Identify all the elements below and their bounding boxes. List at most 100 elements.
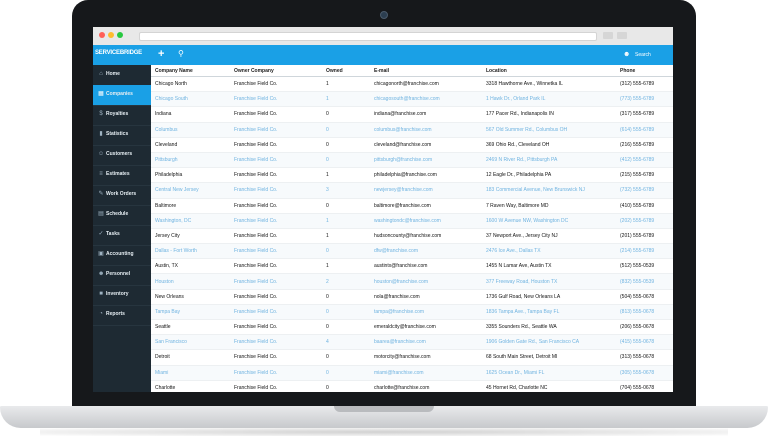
sidebar-item-statistics[interactable]: ▮ Statistics bbox=[93, 125, 151, 146]
table-cell: 0 bbox=[322, 304, 370, 321]
users-icon: ☻ bbox=[623, 51, 631, 58]
maximize-window-icon[interactable] bbox=[117, 32, 123, 38]
close-window-icon[interactable] bbox=[99, 32, 105, 38]
browser-tool-icon[interactable] bbox=[603, 32, 613, 39]
table-cell: (704) 555-0678 bbox=[616, 380, 673, 392]
sidebar-item-schedule[interactable]: ▤ Schedule bbox=[93, 205, 151, 226]
table-cell: (214) 555-6789 bbox=[616, 243, 673, 260]
table-cell: Franchise Field Co. bbox=[230, 258, 322, 275]
table-cell: Franchise Field Co. bbox=[230, 273, 322, 290]
table-cell: (732) 555-6789 bbox=[616, 182, 673, 199]
table-cell: dfw@franchise.com bbox=[370, 243, 482, 260]
table-row[interactable]: Central New Jersey Franchise Field Co. 3 ne… bbox=[151, 182, 673, 199]
table-row[interactable]: Washington, DC Franchise Field Co. 1 washin… bbox=[151, 213, 673, 229]
sidebar-item-label: Inventory bbox=[106, 291, 129, 297]
table-cell: Franchise Field Co. bbox=[230, 198, 322, 214]
table-cell: 377 Freeway Road, Houston TX bbox=[482, 273, 616, 290]
table-header-row: Company Name Owner Company Owned E-mail Loca… bbox=[151, 65, 673, 77]
table-cell: (305) 555-0678 bbox=[616, 365, 673, 381]
table-row[interactable]: Seattle Franchise Field Co. 0 emeraldcity@f… bbox=[151, 319, 673, 336]
browser-tool-icon[interactable] bbox=[617, 32, 627, 39]
table-row[interactable]: Detroit Franchise Field Co. 0 motorcity@fra… bbox=[151, 349, 673, 366]
table-cell: miami@franchise.com bbox=[370, 365, 482, 381]
sidebar-item-royalties[interactable]: $ Royalties bbox=[93, 105, 151, 126]
sidebar-item-inventory[interactable]: ■ Inventory bbox=[93, 285, 151, 306]
sidebar-item-companies[interactable]: ▦ Companies bbox=[93, 85, 151, 106]
table-cell: 567 Old Summer Rd., Columbus OH bbox=[482, 122, 616, 138]
sidebar-item-home[interactable]: ⌂ Home bbox=[93, 65, 151, 86]
column-header[interactable]: Phone bbox=[616, 65, 673, 77]
table-row[interactable]: New Orleans Franchise Field Co. 0 nola@fran… bbox=[151, 289, 673, 305]
table-row[interactable]: Chicago South Franchise Field Co. 1 chicago… bbox=[151, 91, 673, 108]
sidebar-item-accounting[interactable]: ▣ Accounting bbox=[93, 245, 151, 266]
report-icon: ◔ bbox=[99, 311, 103, 317]
table-cell: baarea@franchise.com bbox=[370, 334, 482, 351]
add-icon[interactable]: + bbox=[158, 48, 165, 60]
table-cell: 1 bbox=[322, 91, 370, 108]
address-bar[interactable] bbox=[139, 32, 597, 41]
search-icon[interactable]: ⚲ bbox=[178, 49, 184, 58]
table-cell: (201) 555-6789 bbox=[616, 228, 673, 245]
table-cell: (614) 555-6789 bbox=[616, 122, 673, 138]
table-row[interactable]: Jersey City Franchise Field Co. 1 hudsoncou… bbox=[151, 228, 673, 245]
table-row[interactable]: Columbus Franchise Field Co. 0 columbus@fra… bbox=[151, 122, 673, 138]
table-cell: 0 bbox=[322, 198, 370, 214]
companies-table-container[interactable]: Company Name Owner Company Owned E-mail Loca… bbox=[151, 65, 673, 392]
sidebar-item-tasks[interactable]: ✓ Tasks bbox=[93, 225, 151, 246]
laptop-base bbox=[0, 406, 768, 428]
user-menu-label[interactable]: Search bbox=[635, 52, 651, 58]
table-row[interactable]: Charlotte Franchise Field Co. 0 charlotte@f… bbox=[151, 380, 673, 392]
table-cell: (773) 555-6789 bbox=[616, 91, 673, 108]
table-cell: (317) 555-6789 bbox=[616, 106, 673, 123]
table-cell: New Orleans bbox=[151, 289, 230, 305]
browser-toolbar bbox=[93, 27, 673, 46]
table-row[interactable]: Houston Franchise Field Co. 2 houston@franc… bbox=[151, 273, 673, 290]
minimize-window-icon[interactable] bbox=[108, 32, 114, 38]
table-cell: Austin, TX bbox=[151, 258, 230, 275]
users-icon: ☺ bbox=[98, 151, 105, 157]
table-row[interactable]: Cleveland Franchise Field Co. 0 cleveland@f… bbox=[151, 137, 673, 153]
app-logo[interactable]: SERVICEBRIDGE bbox=[95, 50, 142, 56]
table-row[interactable]: San Francisco Franchise Field Co. 4 baarea@… bbox=[151, 334, 673, 351]
column-header[interactable]: Location bbox=[482, 65, 616, 77]
table-row[interactable]: Philadelphia Franchise Field Co. 1 philadel… bbox=[151, 167, 673, 184]
table-row[interactable]: Austin, TX Franchise Field Co. 1 austintx@f… bbox=[151, 258, 673, 275]
table-row[interactable]: Miami Franchise Field Co. 0 miami@franchise… bbox=[151, 365, 673, 381]
table-cell: emeraldcity@franchise.com bbox=[370, 319, 482, 336]
table-cell: Franchise Field Co. bbox=[230, 319, 322, 336]
table-cell: 0 bbox=[322, 380, 370, 392]
column-header[interactable]: E-mail bbox=[370, 65, 482, 77]
table-cell: 0 bbox=[322, 289, 370, 305]
sidebar-item-customers[interactable]: ☺ Customers bbox=[93, 145, 151, 166]
table-cell: 177 Pacer Rd., Indianapolis IN bbox=[482, 106, 616, 123]
sidebar-item-personnel[interactable]: ☻ Personnel bbox=[93, 265, 151, 286]
table-cell: 369 Ohio Rd., Cleveland OH bbox=[482, 137, 616, 153]
table-row[interactable]: Indiana Franchise Field Co. 0 indiana@franc… bbox=[151, 106, 673, 123]
table-cell: Chicago South bbox=[151, 91, 230, 108]
sidebar-item-work-orders[interactable]: ✎ Work Orders bbox=[93, 185, 151, 206]
calculator-icon: ≡ bbox=[99, 171, 103, 177]
sidebar-item-label: Estimates bbox=[106, 171, 130, 177]
sidebar-item-reports[interactable]: ◔ Reports bbox=[93, 305, 151, 326]
column-header[interactable]: Owned bbox=[322, 65, 370, 77]
column-header[interactable]: Owner Company bbox=[230, 65, 322, 77]
table-cell: Baltimore bbox=[151, 198, 230, 214]
table-cell: Franchise Field Co. bbox=[230, 380, 322, 392]
sidebar: SERVICEBRIDGE ⌂ Home ▦ Companies $ Royalties ▮… bbox=[93, 45, 151, 392]
table-cell: 1 bbox=[322, 213, 370, 229]
table-row[interactable]: Dallas - Fort Worth Franchise Field Co. 0 d… bbox=[151, 243, 673, 260]
column-header[interactable]: Company Name bbox=[151, 65, 230, 77]
table-cell: newjersey@franchise.com bbox=[370, 182, 482, 199]
table-cell: (512) 555-0539 bbox=[616, 258, 673, 275]
table-row[interactable]: Baltimore Franchise Field Co. 0 baltimore@f… bbox=[151, 198, 673, 214]
table-cell: 0 bbox=[322, 365, 370, 381]
table-row[interactable]: Pittsburgh Franchise Field Co. 0 pittsburgh… bbox=[151, 152, 673, 169]
table-cell: 0 bbox=[322, 137, 370, 153]
table-row[interactable]: Chicago North Franchise Field Co. 1 chicago… bbox=[151, 76, 673, 93]
table-cell: 1600 W Avenue NW, Washington DC bbox=[482, 213, 616, 229]
table-cell: Franchise Field Co. bbox=[230, 182, 322, 199]
sidebar-item-estimates[interactable]: ≡ Estimates bbox=[93, 165, 151, 186]
table-row[interactable]: Tampa Bay Franchise Field Co. 0 tampa@franc… bbox=[151, 304, 673, 321]
table-cell: Franchise Field Co. bbox=[230, 349, 322, 366]
camera-icon bbox=[380, 11, 388, 19]
